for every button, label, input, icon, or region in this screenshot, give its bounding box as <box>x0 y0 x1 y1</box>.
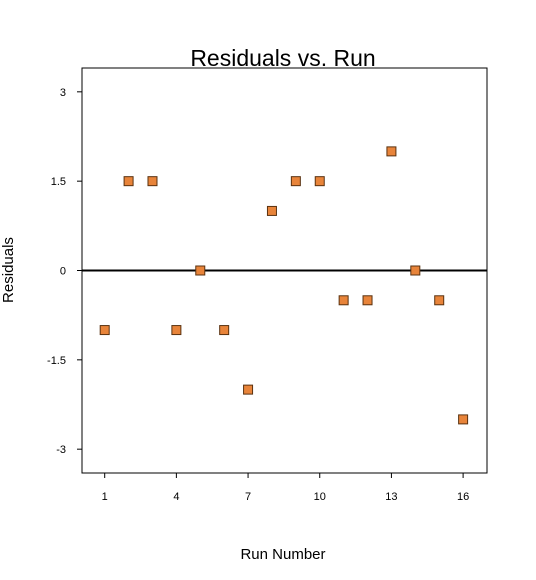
x-axis-ticks: 1 4 7 10 13 16 <box>102 473 469 503</box>
data-point <box>290 176 301 187</box>
y-tick-label: 3 <box>60 87 66 99</box>
data-point <box>123 176 134 187</box>
y-axis-label: Residuals <box>0 237 17 303</box>
x-tick-label: 1 <box>102 491 108 503</box>
x-tick-label: 16 <box>457 491 469 503</box>
data-point <box>147 176 158 187</box>
x-tick-label: 10 <box>314 491 326 503</box>
data-point <box>314 176 325 187</box>
data-point <box>219 325 230 336</box>
data-point <box>362 295 373 306</box>
data-point <box>410 265 421 276</box>
data-points <box>99 146 469 425</box>
data-point <box>434 295 445 306</box>
x-axis-label: Run Number <box>240 546 325 563</box>
data-point <box>386 146 397 157</box>
data-point <box>171 325 182 336</box>
data-point <box>338 295 349 306</box>
y-tick-label: 0 <box>60 266 66 278</box>
y-tick-label: 1.5 <box>51 176 66 188</box>
data-point <box>99 325 110 336</box>
data-point <box>458 414 469 425</box>
x-tick-label: 7 <box>245 491 251 503</box>
x-tick-label: 4 <box>173 491 179 503</box>
y-axis-ticks: 3 1.5 0 -1.5 -3 <box>47 87 82 456</box>
data-point <box>243 384 254 395</box>
data-point <box>266 205 277 216</box>
y-tick-label: -3 <box>56 444 66 456</box>
data-point <box>195 265 206 276</box>
chart-title: Residuals vs. Run <box>190 45 375 71</box>
y-tick-label: -1.5 <box>47 355 66 367</box>
x-tick-label: 13 <box>385 491 397 503</box>
